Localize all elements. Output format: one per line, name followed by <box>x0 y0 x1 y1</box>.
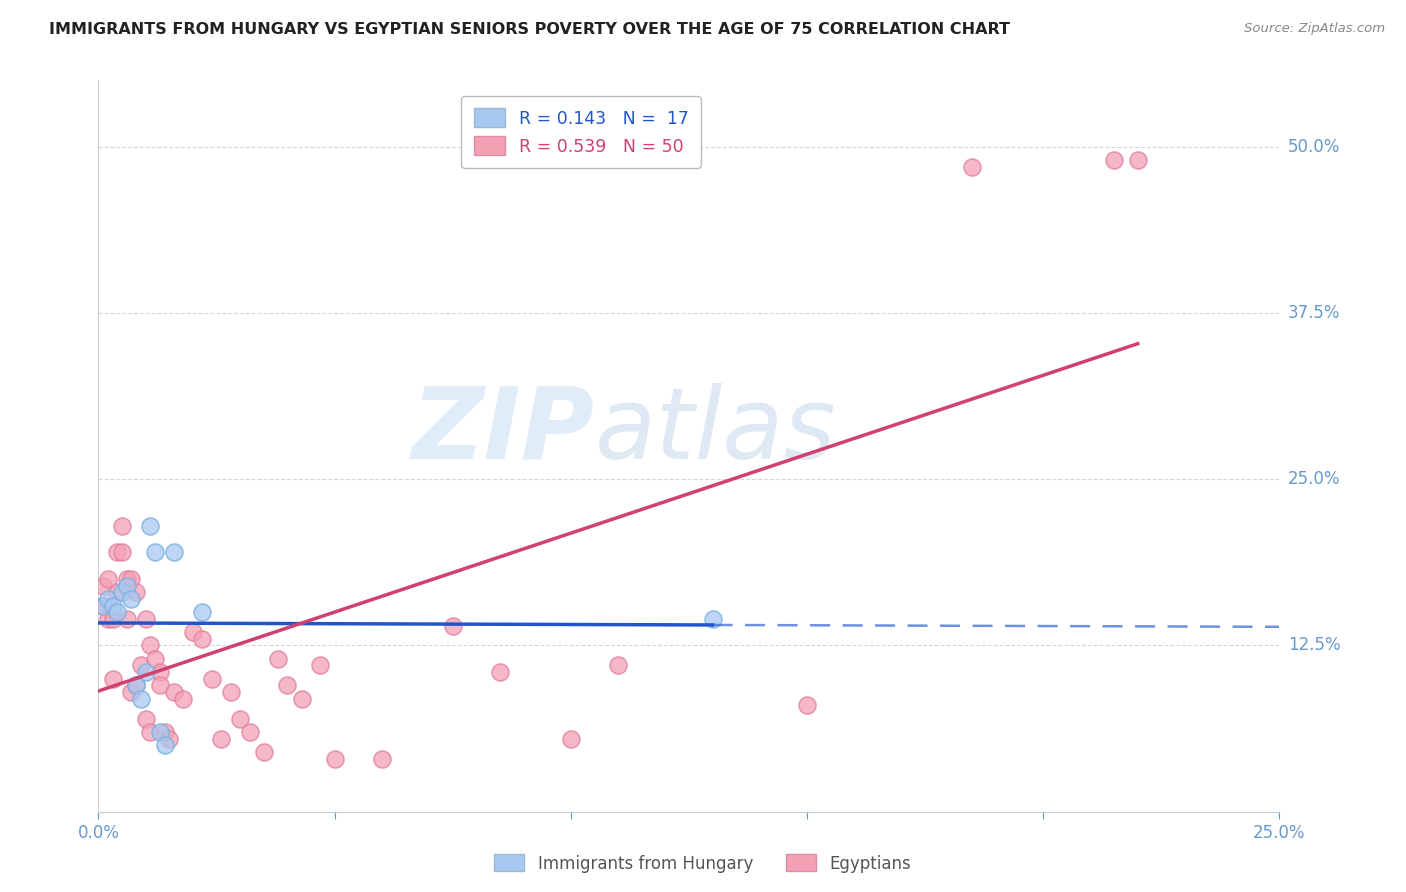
Point <box>101 599 124 613</box>
Point <box>105 585 128 599</box>
Point <box>121 685 143 699</box>
Point <box>1126 153 1149 167</box>
Point <box>91 599 114 613</box>
Point <box>149 678 172 692</box>
Point <box>139 639 162 653</box>
Point <box>135 612 157 626</box>
Point <box>371 751 394 765</box>
Point <box>962 160 984 174</box>
Point <box>143 652 166 666</box>
Point <box>489 665 512 679</box>
Point <box>1102 153 1125 167</box>
Point <box>115 572 138 586</box>
Legend: R = 0.143   N =  17, R = 0.539   N = 50: R = 0.143 N = 17, R = 0.539 N = 50 <box>461 96 700 168</box>
Point <box>201 672 224 686</box>
Text: ZIP: ZIP <box>412 383 595 480</box>
Point <box>125 678 148 692</box>
Point <box>121 591 143 606</box>
Point <box>253 745 276 759</box>
Point <box>276 678 298 692</box>
Point <box>172 691 194 706</box>
Point <box>560 731 582 746</box>
Point <box>101 612 124 626</box>
Point <box>97 612 120 626</box>
Text: 12.5%: 12.5% <box>1288 637 1340 655</box>
Point <box>239 725 262 739</box>
Point <box>229 712 252 726</box>
Point <box>267 652 290 666</box>
Point <box>91 579 114 593</box>
Point <box>129 691 152 706</box>
Point <box>702 612 724 626</box>
Point <box>149 665 172 679</box>
Text: Source: ZipAtlas.com: Source: ZipAtlas.com <box>1244 22 1385 36</box>
Point <box>219 685 242 699</box>
Point <box>101 672 124 686</box>
Point <box>135 712 157 726</box>
Text: 50.0%: 50.0% <box>1288 137 1340 156</box>
Point <box>153 738 176 752</box>
Text: 37.5%: 37.5% <box>1288 304 1340 322</box>
Point <box>290 691 312 706</box>
Point <box>163 545 186 559</box>
Point <box>157 731 180 746</box>
Point <box>135 665 157 679</box>
Point <box>97 591 120 606</box>
Point <box>139 518 162 533</box>
Legend: Immigrants from Hungary, Egyptians: Immigrants from Hungary, Egyptians <box>488 847 918 880</box>
Text: IMMIGRANTS FROM HUNGARY VS EGYPTIAN SENIORS POVERTY OVER THE AGE OF 75 CORRELATI: IMMIGRANTS FROM HUNGARY VS EGYPTIAN SENI… <box>49 22 1010 37</box>
Point <box>97 572 120 586</box>
Point <box>191 632 214 646</box>
Point <box>111 518 134 533</box>
Point <box>191 605 214 619</box>
Point <box>121 572 143 586</box>
Point <box>111 585 134 599</box>
Point <box>143 545 166 559</box>
Point <box>111 545 134 559</box>
Point <box>91 599 114 613</box>
Point <box>323 751 346 765</box>
Point <box>115 579 138 593</box>
Point <box>209 731 232 746</box>
Point <box>115 612 138 626</box>
Point <box>441 618 464 632</box>
Point <box>125 585 148 599</box>
Point <box>149 725 172 739</box>
Point <box>163 685 186 699</box>
Point <box>129 658 152 673</box>
Point <box>607 658 630 673</box>
Text: 25.0%: 25.0% <box>1288 470 1340 488</box>
Point <box>105 545 128 559</box>
Point <box>181 625 204 640</box>
Point <box>796 698 818 713</box>
Point <box>125 678 148 692</box>
Point <box>309 658 332 673</box>
Point <box>139 725 162 739</box>
Text: atlas: atlas <box>595 383 837 480</box>
Point <box>105 605 128 619</box>
Point <box>153 725 176 739</box>
